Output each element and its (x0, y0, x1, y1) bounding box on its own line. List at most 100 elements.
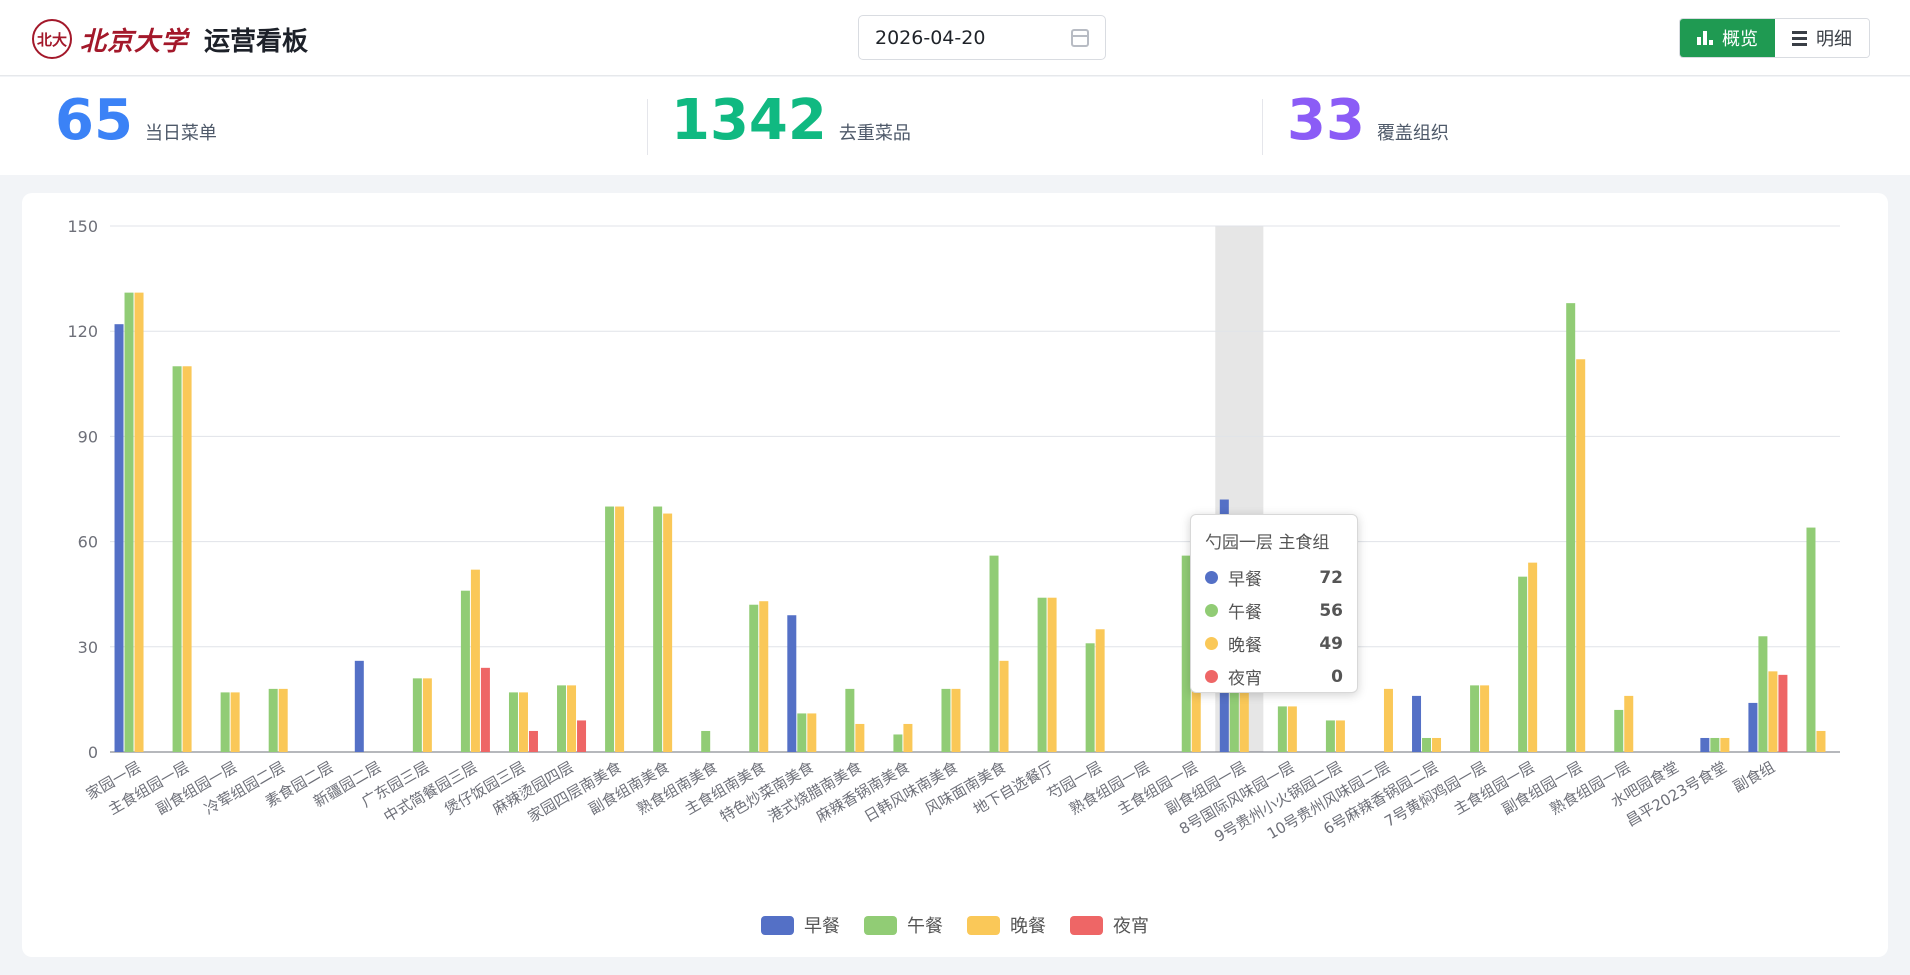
bar-2-1 (182, 366, 192, 752)
bar-2-2 (230, 692, 240, 752)
tooltip-value: 72 (1319, 567, 1343, 588)
legend-item-breakfast[interactable]: 早餐 (761, 912, 840, 938)
bar-0-5 (354, 660, 364, 752)
legend-label: 早餐 (804, 916, 840, 937)
legend-item-lunch[interactable]: 午餐 (864, 912, 943, 938)
university-logo-text: 北京大学 (80, 26, 189, 57)
y-tick-label: 60 (78, 533, 98, 552)
tooltip-series-name: 晚餐 (1228, 636, 1262, 656)
legend-label: 午餐 (907, 916, 943, 937)
tooltip-series-name: 午餐 (1228, 603, 1262, 623)
y-tick-label: 150 (67, 217, 98, 236)
stat-daily-menus: 65 当日菜单 (55, 93, 217, 163)
divider (1262, 99, 1263, 155)
stats-bar: 65 当日菜单 1342 去重菜品 33 覆盖组织 (0, 77, 1910, 175)
stat-unique-dishes: 1342 去重菜品 (671, 93, 911, 163)
bar-1-31 (1614, 709, 1624, 752)
detail-button[interactable]: 明细 (1775, 19, 1869, 57)
bar-2-18 (999, 660, 1009, 752)
stat-organizations: 33 覆盖组织 (1287, 93, 1449, 163)
bar-1-12 (701, 730, 711, 752)
bar-1-11 (653, 506, 663, 752)
stat-label: 去重菜品 (838, 123, 911, 144)
bar-1-25 (1325, 720, 1335, 752)
bar-1-22 (1181, 555, 1191, 752)
y-tick-label: 90 (78, 427, 98, 446)
bar-1-16 (893, 734, 903, 752)
bar-0-27 (1412, 695, 1422, 752)
tooltip-value: 0 (1331, 666, 1343, 687)
bar-1-34 (1758, 636, 1768, 752)
date-picker[interactable]: 2026-04-20 (858, 15, 1106, 60)
legend-item-late-night[interactable]: 夜宵 (1070, 912, 1149, 938)
legend-swatch-icon (967, 915, 1000, 935)
bar-3-8 (528, 730, 538, 752)
bar-1-18 (989, 555, 999, 752)
overview-button[interactable]: 概览 (1680, 19, 1775, 57)
bar-2-9 (567, 685, 577, 752)
bar-2-11 (663, 513, 673, 752)
university-seal-icon: 北大 (32, 19, 72, 59)
bar-2-20 (1095, 629, 1105, 752)
bar-2-24 (1287, 706, 1297, 752)
tooltip-title: 勺园一层 主食组 (1205, 533, 1330, 553)
detail-label: 明细 (1816, 29, 1852, 50)
legend-item-dinner[interactable]: 晚餐 (967, 912, 1046, 938)
bar-1-35 (1806, 527, 1816, 752)
bar-0-33 (1700, 737, 1710, 752)
bar-1-20 (1085, 643, 1095, 752)
view-toggle: 概览 明细 (1679, 18, 1870, 58)
bar-2-35 (1816, 730, 1826, 752)
bar-1-3 (268, 688, 278, 752)
bar-1-30 (1566, 303, 1576, 752)
tooltip-value: 56 (1319, 600, 1343, 621)
bar-2-26 (1383, 688, 1393, 752)
bar-1-7 (460, 590, 470, 752)
bar-1-1 (172, 366, 182, 752)
brand: 北大 北京大学 运营看板 (32, 19, 308, 59)
bar-1-6 (412, 678, 422, 752)
bar-2-16 (903, 723, 913, 752)
date-value[interactable]: 2026-04-20 (875, 26, 986, 49)
legend-dot-icon (1205, 637, 1218, 650)
page-title: 运营看板 (204, 26, 309, 57)
bar-0-14 (787, 615, 797, 752)
stat-value: 65 (55, 88, 133, 153)
tooltip-row: 夜宵 0 (1205, 660, 1343, 693)
bar-2-6 (422, 678, 432, 752)
bar-1-29 (1518, 576, 1528, 752)
y-tick-label: 0 (88, 743, 98, 762)
bar-1-27 (1422, 737, 1432, 752)
stat-label: 覆盖组织 (1376, 123, 1449, 144)
bar-2-13 (759, 601, 769, 752)
bar-1-28 (1470, 685, 1480, 752)
bar-2-17 (951, 688, 961, 752)
bar-2-29 (1528, 562, 1538, 752)
bar-1-14 (797, 713, 807, 752)
bar-1-2 (220, 692, 230, 752)
bar-3-34 (1778, 674, 1788, 752)
bar-2-15 (855, 723, 865, 752)
tooltip-row: 早餐 72 (1205, 561, 1343, 594)
bar-2-7 (470, 569, 480, 752)
bar-2-10 (615, 506, 625, 752)
bar-chart-icon (1697, 31, 1713, 45)
y-tick-label: 120 (67, 322, 98, 341)
bar-1-24 (1277, 706, 1287, 752)
bar-1-9 (557, 685, 567, 752)
bar-3-9 (577, 720, 587, 752)
legend-swatch-icon (864, 915, 897, 935)
list-icon (1792, 30, 1807, 46)
legend-label: 晚餐 (1010, 916, 1046, 937)
bar-2-23 (1239, 692, 1249, 752)
bar-2-3 (278, 688, 288, 752)
bar-1-0 (124, 292, 134, 752)
bar-1-23 (1229, 692, 1239, 752)
calendar-icon[interactable] (1071, 28, 1089, 47)
bar-2-8 (518, 692, 528, 752)
bar-2-31 (1624, 695, 1634, 752)
bar-1-10 (605, 506, 615, 752)
tooltip-row: 午餐 56 (1205, 594, 1343, 627)
bar-3-7 (480, 667, 490, 752)
